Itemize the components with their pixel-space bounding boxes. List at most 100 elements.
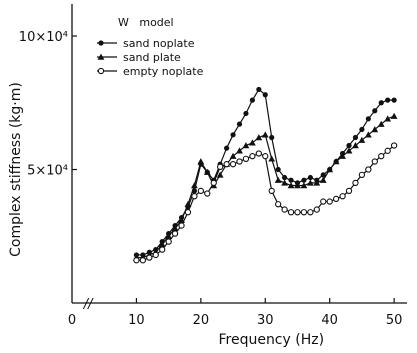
data-point — [184, 209, 192, 216]
x-axis-break-mark: // — [83, 297, 94, 312]
data-point — [339, 193, 346, 200]
axes: 0 10 20 30 40 50 // 5×10⁴ 10×10⁴ — [19, 4, 407, 328]
data-point — [242, 155, 250, 162]
data-point — [139, 257, 147, 264]
data-point — [203, 168, 211, 175]
data-point — [313, 206, 320, 213]
data-point — [352, 179, 359, 187]
data-point — [223, 161, 230, 168]
data-point — [378, 100, 384, 106]
data-point — [146, 254, 153, 261]
data-point — [262, 92, 268, 98]
data-point — [371, 126, 379, 133]
data-point — [371, 158, 378, 165]
data-point — [300, 182, 308, 189]
data-point — [249, 153, 256, 160]
data-point — [319, 176, 327, 183]
data-point — [236, 121, 243, 127]
x-tick-label: 20 — [193, 313, 210, 328]
series-sand-plate — [133, 112, 398, 261]
series-line — [136, 145, 395, 261]
data-point — [236, 158, 243, 165]
data-point — [165, 238, 172, 245]
data-point — [171, 230, 179, 237]
data-point — [287, 209, 295, 216]
data-point — [365, 166, 372, 173]
data-point — [191, 182, 198, 189]
data-point — [320, 172, 326, 178]
y-tick-label: 5×10⁴ — [27, 164, 68, 179]
data-point — [256, 86, 262, 93]
x-tick-label: 0 — [68, 313, 76, 328]
data-point — [236, 147, 243, 154]
data-point — [255, 134, 263, 141]
data-point — [294, 182, 301, 189]
data-point — [249, 97, 255, 103]
data-point — [378, 153, 385, 160]
legend-marker — [97, 67, 105, 75]
data-point — [384, 147, 391, 154]
data-point — [294, 209, 301, 216]
data-point — [281, 179, 288, 186]
data-point — [229, 161, 237, 168]
data-point — [158, 240, 166, 247]
x-axis-label: Frequency (Hz) — [218, 332, 324, 348]
data-point — [307, 174, 313, 181]
data-point — [359, 126, 365, 133]
data-point — [326, 198, 333, 205]
data-point — [345, 187, 353, 195]
data-point — [274, 176, 282, 183]
x-tick-label: 40 — [321, 313, 338, 328]
y-tick-label: 10×10⁴ — [19, 30, 68, 45]
data-point — [197, 158, 205, 165]
legend-item: sand plate — [97, 51, 181, 64]
data-point — [281, 174, 288, 181]
data-point — [152, 251, 159, 259]
data-point — [159, 246, 166, 253]
data-point — [171, 224, 179, 231]
data-point — [165, 232, 173, 239]
legend-label: empty noplate — [123, 65, 204, 78]
data-point — [268, 155, 276, 162]
x-tick-label: 50 — [386, 313, 403, 328]
data-point — [197, 187, 204, 195]
legend-label: sand plate — [123, 51, 181, 64]
data-point — [390, 112, 398, 119]
data-point — [275, 201, 282, 208]
data-point — [269, 134, 275, 141]
data-point — [352, 142, 359, 149]
data-point — [385, 97, 391, 103]
data-point — [275, 166, 281, 173]
y-axis-label: Complex stiffness (kg·m) — [8, 82, 24, 257]
data-point — [230, 132, 236, 138]
data-point — [288, 177, 294, 183]
data-point — [301, 177, 307, 183]
legend-label: sand noplate — [123, 37, 195, 50]
data-point — [184, 200, 192, 207]
data-point — [365, 116, 371, 122]
data-point — [307, 209, 314, 216]
data-point — [372, 108, 378, 114]
data-point — [243, 110, 249, 117]
data-point — [390, 142, 398, 149]
data-point — [346, 142, 352, 149]
data-point — [358, 171, 366, 179]
data-point — [377, 120, 385, 127]
data-point — [210, 179, 217, 187]
data-point — [261, 131, 269, 138]
data-point — [191, 193, 198, 200]
data-point — [268, 187, 275, 195]
data-point — [345, 147, 353, 154]
data-point — [391, 97, 397, 103]
data-point — [229, 152, 237, 159]
data-point — [216, 171, 224, 178]
series-layer — [133, 86, 398, 264]
data-point — [217, 163, 224, 170]
data-point — [287, 182, 295, 189]
data-point — [339, 152, 346, 159]
data-point — [204, 190, 211, 197]
data-point — [320, 198, 327, 205]
data-point — [133, 257, 140, 264]
